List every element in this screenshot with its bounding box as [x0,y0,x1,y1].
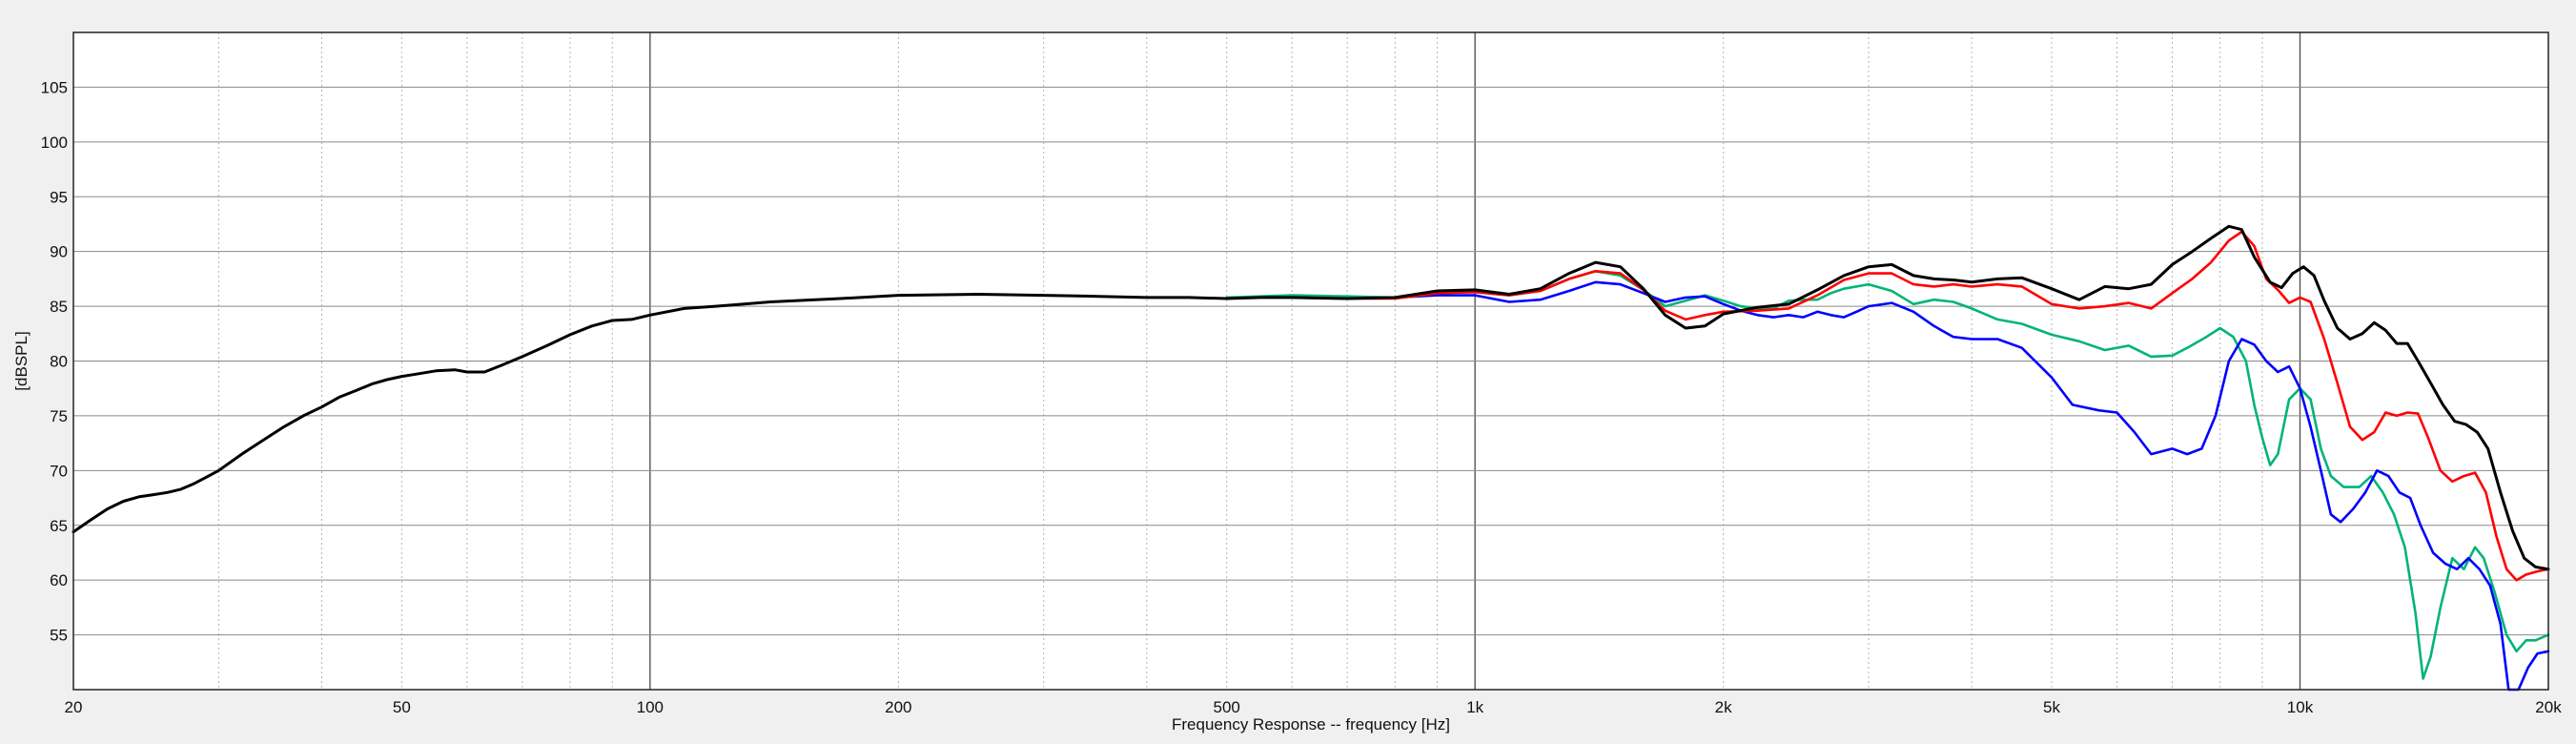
x-tick-label: 10k [2287,698,2314,716]
major-grid [73,32,2548,690]
y-axis-label: [dBSPL] [12,331,31,390]
x-tick-label: 5k [2043,698,2060,716]
y-tick-label: 95 [50,188,68,206]
series-line [1225,269,2550,680]
series-line [72,224,2550,571]
x-tick-label: 2k [1715,698,1732,716]
plot-frame [72,31,2549,691]
x-tick-label: 20k [2535,698,2562,716]
y-tick-label: 90 [50,243,68,261]
x-tick-label: 1k [1466,698,1483,716]
x-axis-label: Frequency Response -- frequency [Hz] [1172,715,1450,734]
y-tick-label: 65 [50,517,68,535]
x-tick-label: 50 [393,698,411,716]
x-tick-label: 20 [65,698,83,716]
y-tick-label: 80 [50,353,68,371]
x-tick-label: 100 [637,698,664,716]
y-tick-label: 85 [50,298,68,316]
tick-labels: 20 50 100 200 500 1k 2k 5k 10k 20k 55 60 65 70 75 80 85 9… [41,78,2563,716]
series-line [1394,280,2550,692]
y-tick-label: 75 [50,407,68,425]
y-tick-label: 100 [41,134,68,152]
y-tick-label: 105 [41,78,68,96]
series-lines [72,224,2550,692]
y-tick-label: 55 [50,627,68,645]
y-tick-label: 60 [50,571,68,589]
y-tick-label: 70 [50,462,68,480]
x-tick-label: 500 [1213,698,1239,716]
x-tick-label: 200 [885,698,911,716]
